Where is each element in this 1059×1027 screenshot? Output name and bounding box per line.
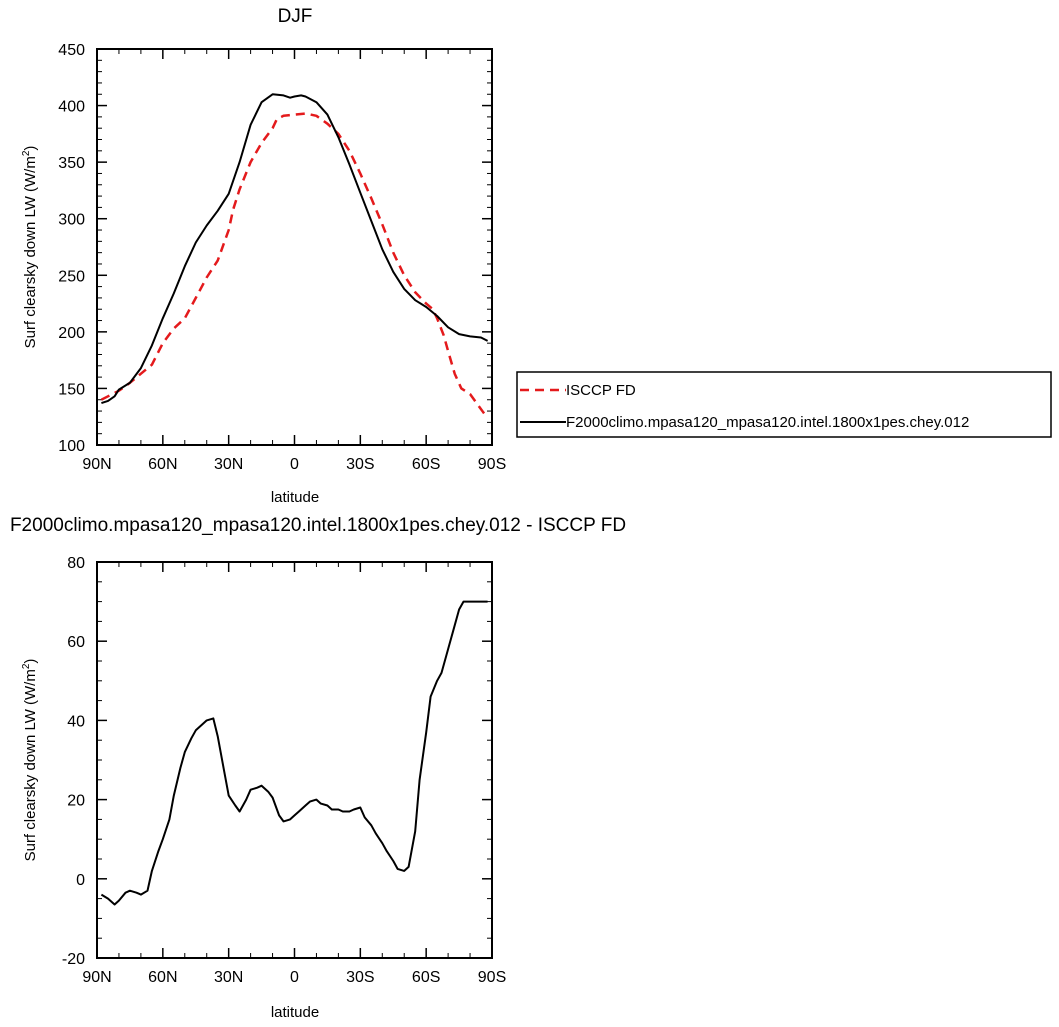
chart-top-ytick-label: 250 <box>58 268 85 285</box>
chart-bottom-series-line-0 <box>100 600 488 906</box>
chart-bottom-xtick-label: 0 <box>290 969 299 986</box>
chart-top-ytick-label: 350 <box>58 155 85 172</box>
chart-top-ylabel-superscript: 2 <box>21 150 32 156</box>
chart-top-xtick-label: 60S <box>412 456 440 473</box>
chart-top-ylabel-suffix: ) <box>22 146 39 151</box>
chart-bottom-ylabel: Surf clearsky down LW (W/m2) <box>21 659 39 862</box>
legend: ISCCP FD F2000climo.mpasa120_mpasa120.in… <box>516 371 1052 438</box>
chart-bottom-xtick-label: 30S <box>346 969 374 986</box>
chart-bottom-ylabel-main: Surf clearsky down LW (W/m <box>22 669 39 861</box>
chart-top-ytick-label: 300 <box>58 212 85 229</box>
chart-top-xtick-label: 60N <box>148 456 177 473</box>
chart-bottom-ytick-label: 80 <box>67 555 85 572</box>
chart-top-ylabel-main: Surf clearsky down LW (W/m <box>22 156 39 348</box>
chart-top-xtick-label: 90S <box>478 456 506 473</box>
chart-top-xtick-label: 90N <box>82 456 111 473</box>
chart-bottom-ytick-label: 0 <box>76 872 85 889</box>
chart-bottom-xtick-label: 30N <box>214 969 243 986</box>
chart-top-ytick-label: 450 <box>58 42 85 59</box>
chart-bottom-xlabel: latitude <box>271 1004 319 1021</box>
chart-bottom-xtick-label: 90S <box>478 969 506 986</box>
chart-bottom-ylabel-suffix: ) <box>22 659 39 664</box>
chart-top-xtick-label: 30S <box>346 456 374 473</box>
chart-bottom-frame <box>96 561 493 959</box>
chart-top-series-line-1 <box>101 93 489 405</box>
chart-bottom-xtick-label: 60N <box>148 969 177 986</box>
chart-top-frame <box>96 48 493 446</box>
chart-bottom-ticks: 90N 60N 30N 0 30S 60S 90S -20 0 20 40 60 80 <box>62 555 506 986</box>
legend-entry-model: F2000climo.mpasa120_mpasa120.intel.1800x… <box>566 414 969 431</box>
chart-top-ytick-label: 150 <box>58 381 85 398</box>
chart-top-xtick-label: 30N <box>214 456 243 473</box>
chart-bottom-ytick-label: 40 <box>67 713 85 730</box>
chart-top-ytick-label: 400 <box>58 99 85 116</box>
chart-top: DJF 90N 60N 30N 0 30S 60S 90S 100 150 200 250 300 35… <box>21 6 1052 506</box>
chart-top-series-line-0 <box>100 112 489 419</box>
chart-bottom: F2000climo.mpasa120_mpasa120.intel.1800x… <box>10 515 626 1021</box>
chart-bottom-ytick-label: -20 <box>62 951 85 968</box>
chart-top-title: DJF <box>278 6 313 27</box>
chart-bottom-ytick-label: 20 <box>67 793 85 810</box>
legend-box <box>516 371 1052 438</box>
chart-top-xtick-label: 0 <box>290 456 299 473</box>
chart-bottom-ylabel-superscript: 2 <box>21 663 32 669</box>
legend-entry-isccp: ISCCP FD <box>566 382 636 399</box>
chart-top-ticks: 90N 60N 30N 0 30S 60S 90S 100 150 200 250 300 350 400… <box>58 42 506 473</box>
chart-top-ytick-label: 200 <box>58 325 85 342</box>
chart-bottom-xtick-label: 60S <box>412 969 440 986</box>
chart-bottom-title: F2000climo.mpasa120_mpasa120.intel.1800x… <box>10 515 626 536</box>
chart-bottom-ytick-label: 60 <box>67 634 85 651</box>
chart-top-ylabel: Surf clearsky down LW (W/m2) <box>21 146 39 349</box>
chart-top-ytick-label: 100 <box>58 438 85 455</box>
chart-bottom-xtick-label: 90N <box>82 969 111 986</box>
chart-bottom-series <box>100 600 488 906</box>
chart-top-series <box>100 93 489 419</box>
chart-top-xlabel: latitude <box>271 489 319 506</box>
